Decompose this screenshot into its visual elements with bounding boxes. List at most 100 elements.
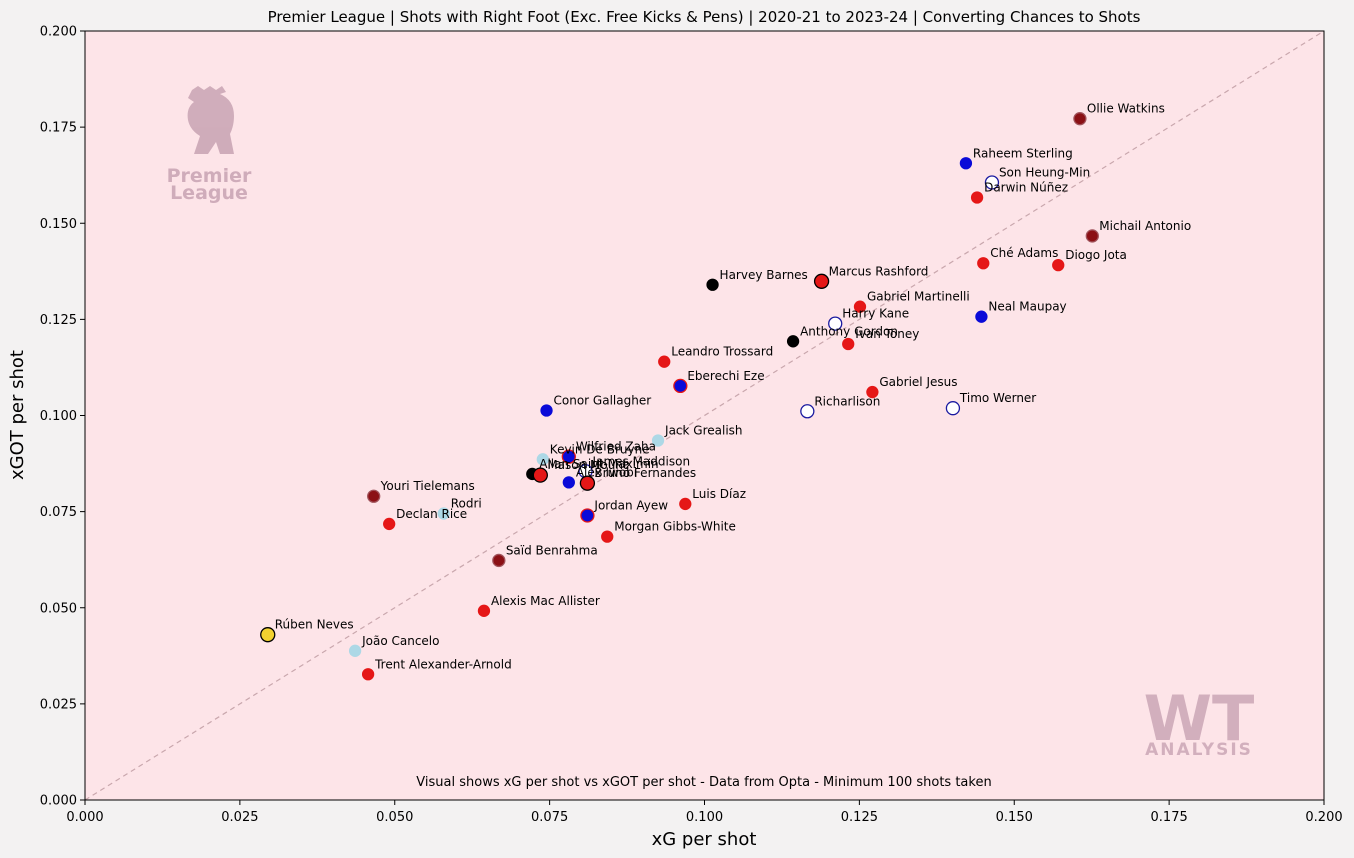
y-tick-label: 0.125 xyxy=(40,313,77,328)
reference-diagonal-line xyxy=(84,30,1325,801)
points-layer xyxy=(260,112,1099,681)
x-tick-label: 0.025 xyxy=(221,810,258,825)
data-point xyxy=(1052,259,1065,272)
data-point xyxy=(842,337,855,351)
data-point xyxy=(984,175,1000,190)
y-tick-label: 0.150 xyxy=(40,217,77,232)
data-point-label: Rodri xyxy=(451,497,482,511)
data-point-label: Trent Alexander-Arnold xyxy=(374,657,512,671)
x-tick-label: 0.000 xyxy=(66,810,103,825)
chart-title: Premier League | Shots with Right Foot (… xyxy=(268,8,1141,26)
data-point-label: Harry Kane xyxy=(842,307,909,321)
data-point xyxy=(536,453,549,466)
data-point-label: Bruno Fernandes xyxy=(594,466,696,480)
brand-mark: WT xyxy=(1144,682,1255,755)
data-point xyxy=(562,476,575,489)
x-tick-label: 0.050 xyxy=(376,810,413,825)
data-point-label: James Maddison xyxy=(592,454,691,468)
data-point xyxy=(866,385,879,399)
y-tick-label: 0.075 xyxy=(40,505,77,520)
point-labels-layer: Ollie Watkins Raheem Sterling Son Heung-Mi… xyxy=(275,102,1191,672)
x-tick-label: 0.150 xyxy=(996,810,1033,825)
data-point-label: João Cancelo xyxy=(361,634,439,648)
data-point-label: Ivan Toney xyxy=(855,327,919,341)
data-point-label: Gabriel Jesus xyxy=(879,375,957,389)
data-point-label: Gabriel Martinelli xyxy=(867,290,970,304)
data-point-label: Rúben Neves xyxy=(275,618,354,632)
data-point-label: Harvey Barnes xyxy=(720,268,808,282)
data-point xyxy=(579,475,596,491)
data-point-label: Darwin Núñez xyxy=(984,180,1068,194)
data-point xyxy=(828,316,843,331)
x-axis-ticks: 0.000 0.025 0.050 0.075 0.100 0.125 0.150 0.175… xyxy=(66,800,1343,825)
data-point xyxy=(970,191,984,204)
data-point-label: Alex Iwobi xyxy=(576,465,637,479)
data-point-label: Richarlison xyxy=(814,394,880,408)
data-point-label: Eberechi Eze xyxy=(687,369,764,383)
data-point-label: Conor Gallagher xyxy=(554,394,652,408)
wt-analysis-watermark: WT ANALYSIS xyxy=(1144,682,1255,760)
data-point-label: Michail Antonio xyxy=(1099,219,1191,233)
data-point xyxy=(959,157,973,170)
data-point xyxy=(658,355,671,368)
x-tick-label: 0.175 xyxy=(1151,810,1188,825)
y-tick-label: 0.100 xyxy=(40,409,77,424)
data-point-label: Declan Rice xyxy=(396,507,467,521)
data-point xyxy=(853,300,867,313)
league-logo-line2: League xyxy=(170,182,248,204)
data-point xyxy=(813,273,830,289)
data-point xyxy=(367,489,381,503)
y-tick-label: 0.200 xyxy=(40,25,77,40)
data-point-label: Timo Werner xyxy=(959,391,1036,405)
data-point xyxy=(651,434,665,447)
data-point-label: Son Heung-Min xyxy=(999,165,1090,179)
data-point xyxy=(437,507,450,520)
data-point xyxy=(477,604,491,617)
data-point xyxy=(977,257,990,270)
data-point-label: Neal Maupay xyxy=(988,300,1066,314)
y-tick-label: 0.025 xyxy=(40,697,77,712)
data-point-label: Leandro Trossard xyxy=(671,345,773,359)
data-point-label: Mason Mount xyxy=(547,458,628,472)
data-point-label: Allan Saint-Maximin xyxy=(539,457,658,471)
x-tick-label: 0.125 xyxy=(841,810,878,825)
data-point xyxy=(800,404,815,419)
brand-sub: ANALYSIS xyxy=(1145,740,1253,760)
data-point xyxy=(601,530,614,543)
y-tick-label: 0.000 xyxy=(40,794,77,809)
data-point xyxy=(1073,112,1087,126)
x-tick-label: 0.200 xyxy=(1305,810,1342,825)
y-axis-label: xGOT per shot xyxy=(7,350,28,480)
data-point xyxy=(260,627,276,643)
data-point-label: Alexis Mac Allister xyxy=(491,594,600,608)
y-axis-ticks: 0.000 0.025 0.050 0.075 0.100 0.125 0.150 0.175… xyxy=(40,25,85,809)
data-point-label: Kevin De Bruyne xyxy=(550,442,650,456)
data-point xyxy=(679,497,692,511)
data-point-label: Jordan Ayew xyxy=(593,498,668,512)
data-point xyxy=(383,517,396,531)
data-point xyxy=(532,467,548,483)
data-point xyxy=(561,449,576,464)
data-point xyxy=(540,404,553,417)
data-point xyxy=(348,644,362,657)
data-point xyxy=(1085,229,1099,243)
data-point-label: Anthony Gordon xyxy=(800,324,898,338)
data-point-label: Saïd Benrahma xyxy=(506,543,598,557)
x-tick-label: 0.075 xyxy=(531,810,568,825)
data-point xyxy=(580,508,595,523)
data-point xyxy=(706,278,719,291)
data-point xyxy=(786,335,800,348)
data-point xyxy=(945,401,961,416)
y-tick-label: 0.050 xyxy=(40,601,77,616)
data-point-label: Raheem Sterling xyxy=(973,146,1073,160)
x-tick-label: 0.100 xyxy=(686,810,723,825)
data-point xyxy=(975,310,988,323)
x-axis-label: xG per shot xyxy=(652,829,757,850)
data-point-label: Morgan Gibbs-White xyxy=(614,520,736,534)
data-point-label: Diogo Jota xyxy=(1065,248,1127,262)
y-tick-label: 0.175 xyxy=(40,121,77,136)
league-logo-line1: Premier xyxy=(167,165,252,187)
data-point-label: Ollie Watkins xyxy=(1087,102,1165,116)
data-point xyxy=(492,553,506,568)
